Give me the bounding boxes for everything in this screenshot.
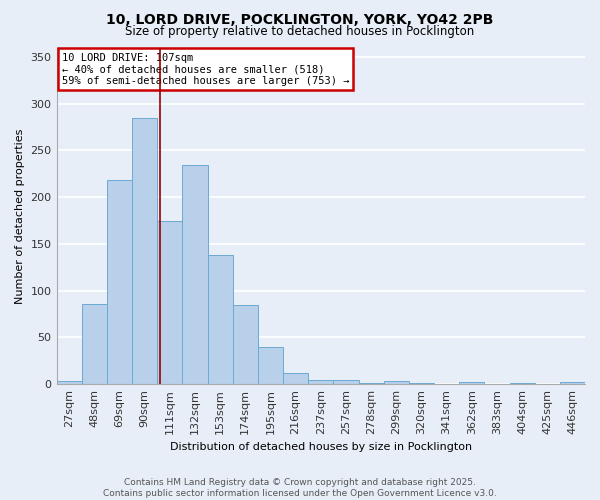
Bar (359, 383, 383, 384)
Text: Contains HM Land Registry data © Crown copyright and database right 2025.
Contai: Contains HM Land Registry data © Crown c… (103, 478, 497, 498)
Bar (334, 380, 359, 384)
Bar (383, 382, 409, 384)
Text: 10, LORD DRIVE, POCKLINGTON, YORK, YO42 2PB: 10, LORD DRIVE, POCKLINGTON, YORK, YO42 … (106, 12, 494, 26)
Bar (283, 373, 308, 384)
Bar (233, 304, 258, 384)
Bar (409, 383, 434, 384)
Bar (107, 180, 132, 384)
Bar (157, 220, 182, 384)
Bar (82, 304, 107, 384)
Bar (56, 382, 82, 384)
Y-axis label: Number of detached properties: Number of detached properties (15, 128, 25, 304)
Bar (509, 383, 535, 384)
Text: 10 LORD DRIVE: 107sqm
← 40% of detached houses are smaller (518)
59% of semi-det: 10 LORD DRIVE: 107sqm ← 40% of detached … (62, 52, 349, 86)
Bar (182, 166, 208, 384)
Bar (132, 118, 157, 384)
Text: Size of property relative to detached houses in Pocklington: Size of property relative to detached ho… (125, 25, 475, 38)
Bar (308, 380, 334, 384)
Bar (208, 255, 233, 384)
Bar (459, 382, 484, 384)
Bar (560, 382, 585, 384)
X-axis label: Distribution of detached houses by size in Pocklington: Distribution of detached houses by size … (170, 442, 472, 452)
Bar (258, 347, 283, 384)
